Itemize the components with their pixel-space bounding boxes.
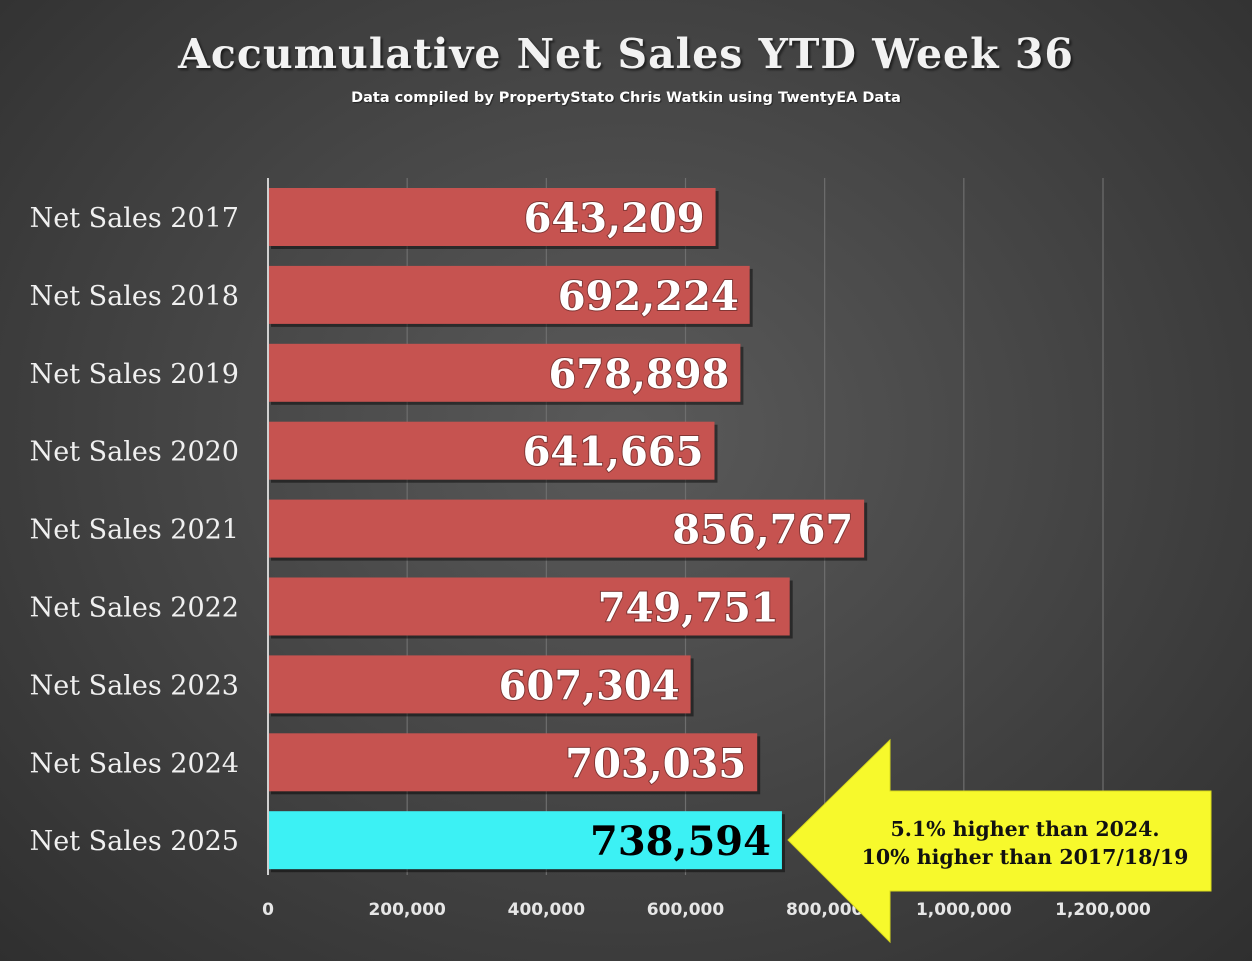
data-label: 678,898 bbox=[548, 351, 729, 398]
data-label: 738,594 bbox=[590, 818, 771, 865]
data-label: 607,304 bbox=[499, 662, 680, 709]
x-tick-label: 600,000 bbox=[647, 900, 725, 920]
data-label: 856,767 bbox=[672, 507, 853, 554]
data-label: 703,035 bbox=[565, 740, 746, 787]
bars-group: 643,209 692,224 678,898 641,665 856,767 749,7… bbox=[268, 188, 867, 872]
data-label: 643,209 bbox=[524, 195, 705, 242]
category-label: Net Sales 2020 bbox=[30, 437, 239, 468]
x-tick-label: 1,000,000 bbox=[916, 900, 1012, 920]
category-label: Net Sales 2025 bbox=[30, 826, 239, 857]
category-label: Net Sales 2017 bbox=[30, 203, 239, 234]
category-label: Net Sales 2021 bbox=[30, 515, 239, 546]
category-label: Net Sales 2019 bbox=[30, 359, 239, 390]
callout-text-line-2: 10% higher than 2017/18/19 bbox=[862, 845, 1189, 869]
category-label: Net Sales 2018 bbox=[30, 281, 239, 312]
x-tick-label: 200,000 bbox=[368, 900, 446, 920]
category-label: Net Sales 2024 bbox=[30, 748, 239, 779]
category-label: Net Sales 2022 bbox=[30, 593, 239, 624]
x-tick-label: 1,200,000 bbox=[1055, 900, 1151, 920]
x-tick-label: 0 bbox=[262, 900, 274, 920]
data-label: 641,665 bbox=[523, 429, 704, 476]
data-label: 749,751 bbox=[598, 585, 779, 632]
data-label: 692,224 bbox=[558, 273, 739, 320]
callout-text-line-1: 5.1% higher than 2024. bbox=[890, 817, 1159, 841]
x-tick-label: 400,000 bbox=[508, 900, 586, 920]
category-label: Net Sales 2023 bbox=[30, 670, 239, 701]
